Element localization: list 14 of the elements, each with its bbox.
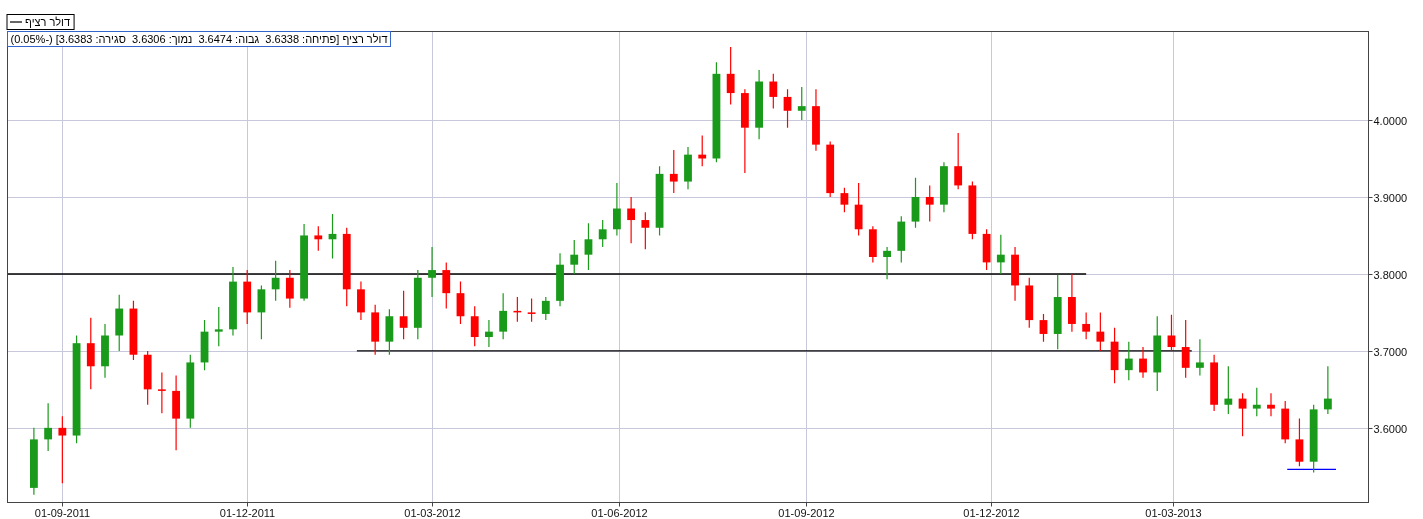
x-tick-label: 01-06-2012 [591,506,648,519]
x-tick-label: 01-12-2012 [963,506,1020,519]
y-tick-label: 3.9000 [1373,191,1408,204]
y-tick-label: 3.6000 [1373,422,1408,435]
y-tick-label: 3.7000 [1373,345,1408,358]
x-tick-label: 01-09-2012 [778,506,835,519]
x-tick-label: 01-12-2011 [219,506,276,519]
x-tick-label: 01-09-2011 [34,506,91,519]
legend: דולר רציף [6,14,75,30]
annotation: דולר רציף [פתיחה: 3.6338 גבוה: 3.6474 נמוך: 3.6306 סגירה: 3.6383] (-0.05%) [7,31,391,47]
x-tick-label: 01-03-2012 [404,506,461,519]
x-tick-label: 01-03-2013 [1145,506,1202,519]
y-tick-label: 4.0000 [1373,114,1408,127]
y-tick-label: 3.8000 [1373,268,1408,281]
